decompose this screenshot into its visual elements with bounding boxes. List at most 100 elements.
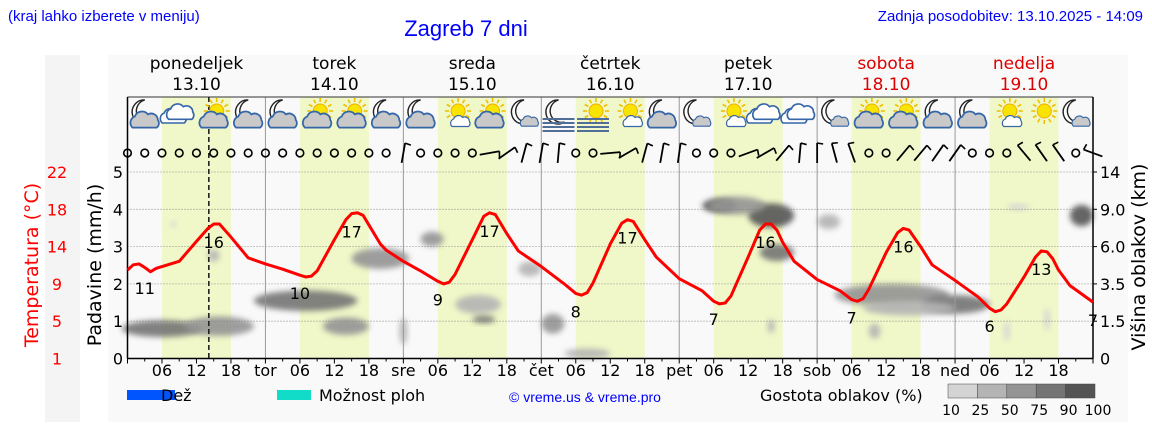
wind-barb-icon: [1052, 141, 1065, 162]
cloudy-icon: [780, 103, 816, 124]
temperature-tick-label: 14: [47, 238, 67, 257]
moon-cloud-icon: [957, 99, 988, 129]
cloud-density-blob: [253, 290, 358, 311]
temperature-extreme-label: 17: [341, 223, 361, 242]
daytime-band: [851, 97, 921, 359]
sun-ray: [722, 114, 727, 119]
daytime-band: [713, 97, 783, 359]
wind-barb-icon: [520, 142, 533, 163]
sun-small-cloud-icon: [617, 98, 644, 128]
hour-label: 12: [462, 361, 482, 380]
temperature-tick-label: 9: [52, 275, 62, 294]
cloud-shape: [519, 115, 539, 127]
cloud-density-blob: [351, 248, 410, 269]
gray-cloud-icon: [888, 110, 919, 129]
wind-barb-icon: [498, 146, 519, 160]
sun-ray: [342, 103, 348, 108]
hour-label: 18: [221, 361, 241, 380]
wind-barb-feather: [663, 142, 670, 146]
wind-barb-feather: [848, 141, 855, 145]
cloud-shape: [786, 103, 816, 121]
wind-barb-icon: [676, 142, 687, 164]
sun-ray: [205, 103, 210, 108]
cloud-scale-label: 75: [1030, 403, 1048, 419]
cloud-shape: [370, 110, 402, 129]
white-cloud-icon: [622, 115, 644, 128]
gray-cloud-icon: [830, 115, 850, 127]
wind-calm-icon: [571, 148, 581, 158]
wind-calm-icon: [1002, 148, 1012, 158]
wind-barb-icon: [538, 142, 550, 164]
sun-ray: [499, 103, 505, 108]
hour-label: 06: [428, 361, 448, 380]
wind-barb-staff: [556, 142, 561, 164]
cloud-shape: [474, 110, 505, 129]
wind-calm-icon: [415, 148, 426, 158]
wind-barb-feather: [559, 142, 566, 146]
gray-cloud-icon: [301, 110, 333, 129]
cloud-density-blob: [121, 320, 203, 338]
wind-calm-icon: [260, 148, 271, 158]
wind-barb-icon: [479, 150, 501, 158]
sun-ray: [1017, 103, 1022, 108]
sun-ray: [1032, 114, 1037, 119]
sun-ray: [1048, 118, 1052, 123]
rain-axis-title: Padavine (mm/h): [84, 184, 106, 347]
wind-barb-feather: [514, 146, 519, 154]
sun-ray: [1013, 99, 1017, 104]
gray-cloud-icon: [853, 110, 884, 129]
wind-calm-icon: [278, 148, 288, 158]
legend-showers-label: Možnost ploh: [319, 386, 425, 405]
temperature-tick-label: 1: [52, 350, 62, 369]
hour-label: 18: [772, 361, 792, 380]
cloud-density-blob: [184, 316, 254, 336]
day-name: sreda: [449, 54, 496, 74]
sun-ray: [446, 103, 451, 108]
temperature-axis-title: Temperatura (°C): [21, 183, 43, 348]
cloud-density-blob: [868, 323, 881, 339]
wind-barb-icon: [556, 142, 566, 164]
copyright-link[interactable]: © vreme.us & vreme.pro: [509, 389, 661, 405]
cloud-density-scale: 10 25 50 75 90 100: [942, 383, 1112, 419]
hour-label: 12: [186, 361, 206, 380]
temperature-extreme-label: 8: [571, 302, 581, 321]
cloud-density-blob: [767, 319, 775, 334]
cloud-density-blob: [541, 313, 565, 334]
wind-barb-staff: [1083, 148, 1103, 158]
sun-ray: [1017, 114, 1022, 119]
cloud-shape: [1001, 115, 1023, 128]
cloud-density-blob: [834, 283, 950, 307]
legend-rain-label: Dež: [161, 386, 192, 405]
sun-ray: [637, 103, 643, 108]
wind-barb-feather: [909, 144, 915, 151]
moon-small-cloud-icon: [1062, 99, 1091, 127]
sun-ray: [623, 99, 627, 104]
moon-cloud-icon: [129, 99, 160, 129]
day-name: petek: [724, 54, 772, 74]
daytime-band: [437, 97, 507, 359]
hour-label: 12: [600, 361, 620, 380]
cloudy-icon: [159, 103, 195, 124]
hour-label: 06: [566, 361, 586, 380]
sun-ray: [485, 99, 489, 104]
wind-barb-icon: [775, 144, 794, 162]
day-date: 17.10: [724, 75, 773, 95]
cloud-density-blob: [564, 348, 611, 359]
cloud-density-blob: [1070, 204, 1093, 227]
cloud-scale-label: 90: [1060, 403, 1078, 419]
sun-ray: [618, 103, 624, 108]
daytime-band: [299, 97, 369, 359]
wind-barb-feather: [960, 144, 966, 150]
sun-ray: [1051, 114, 1056, 119]
wind-calm-icon: [312, 148, 322, 158]
moon-small-cloud-icon: [683, 99, 712, 127]
wind-barb-feather: [788, 144, 794, 151]
wind-calm-icon: [450, 148, 460, 158]
menu-hint[interactable]: (kraj lahko izberete v meniju): [8, 8, 200, 25]
sun-ray: [864, 99, 869, 104]
cloud-scale-label: 100: [1085, 403, 1112, 419]
wind-barb-icon: [913, 144, 932, 162]
sun-ray: [726, 99, 731, 104]
day-date: 15.10: [448, 75, 497, 95]
